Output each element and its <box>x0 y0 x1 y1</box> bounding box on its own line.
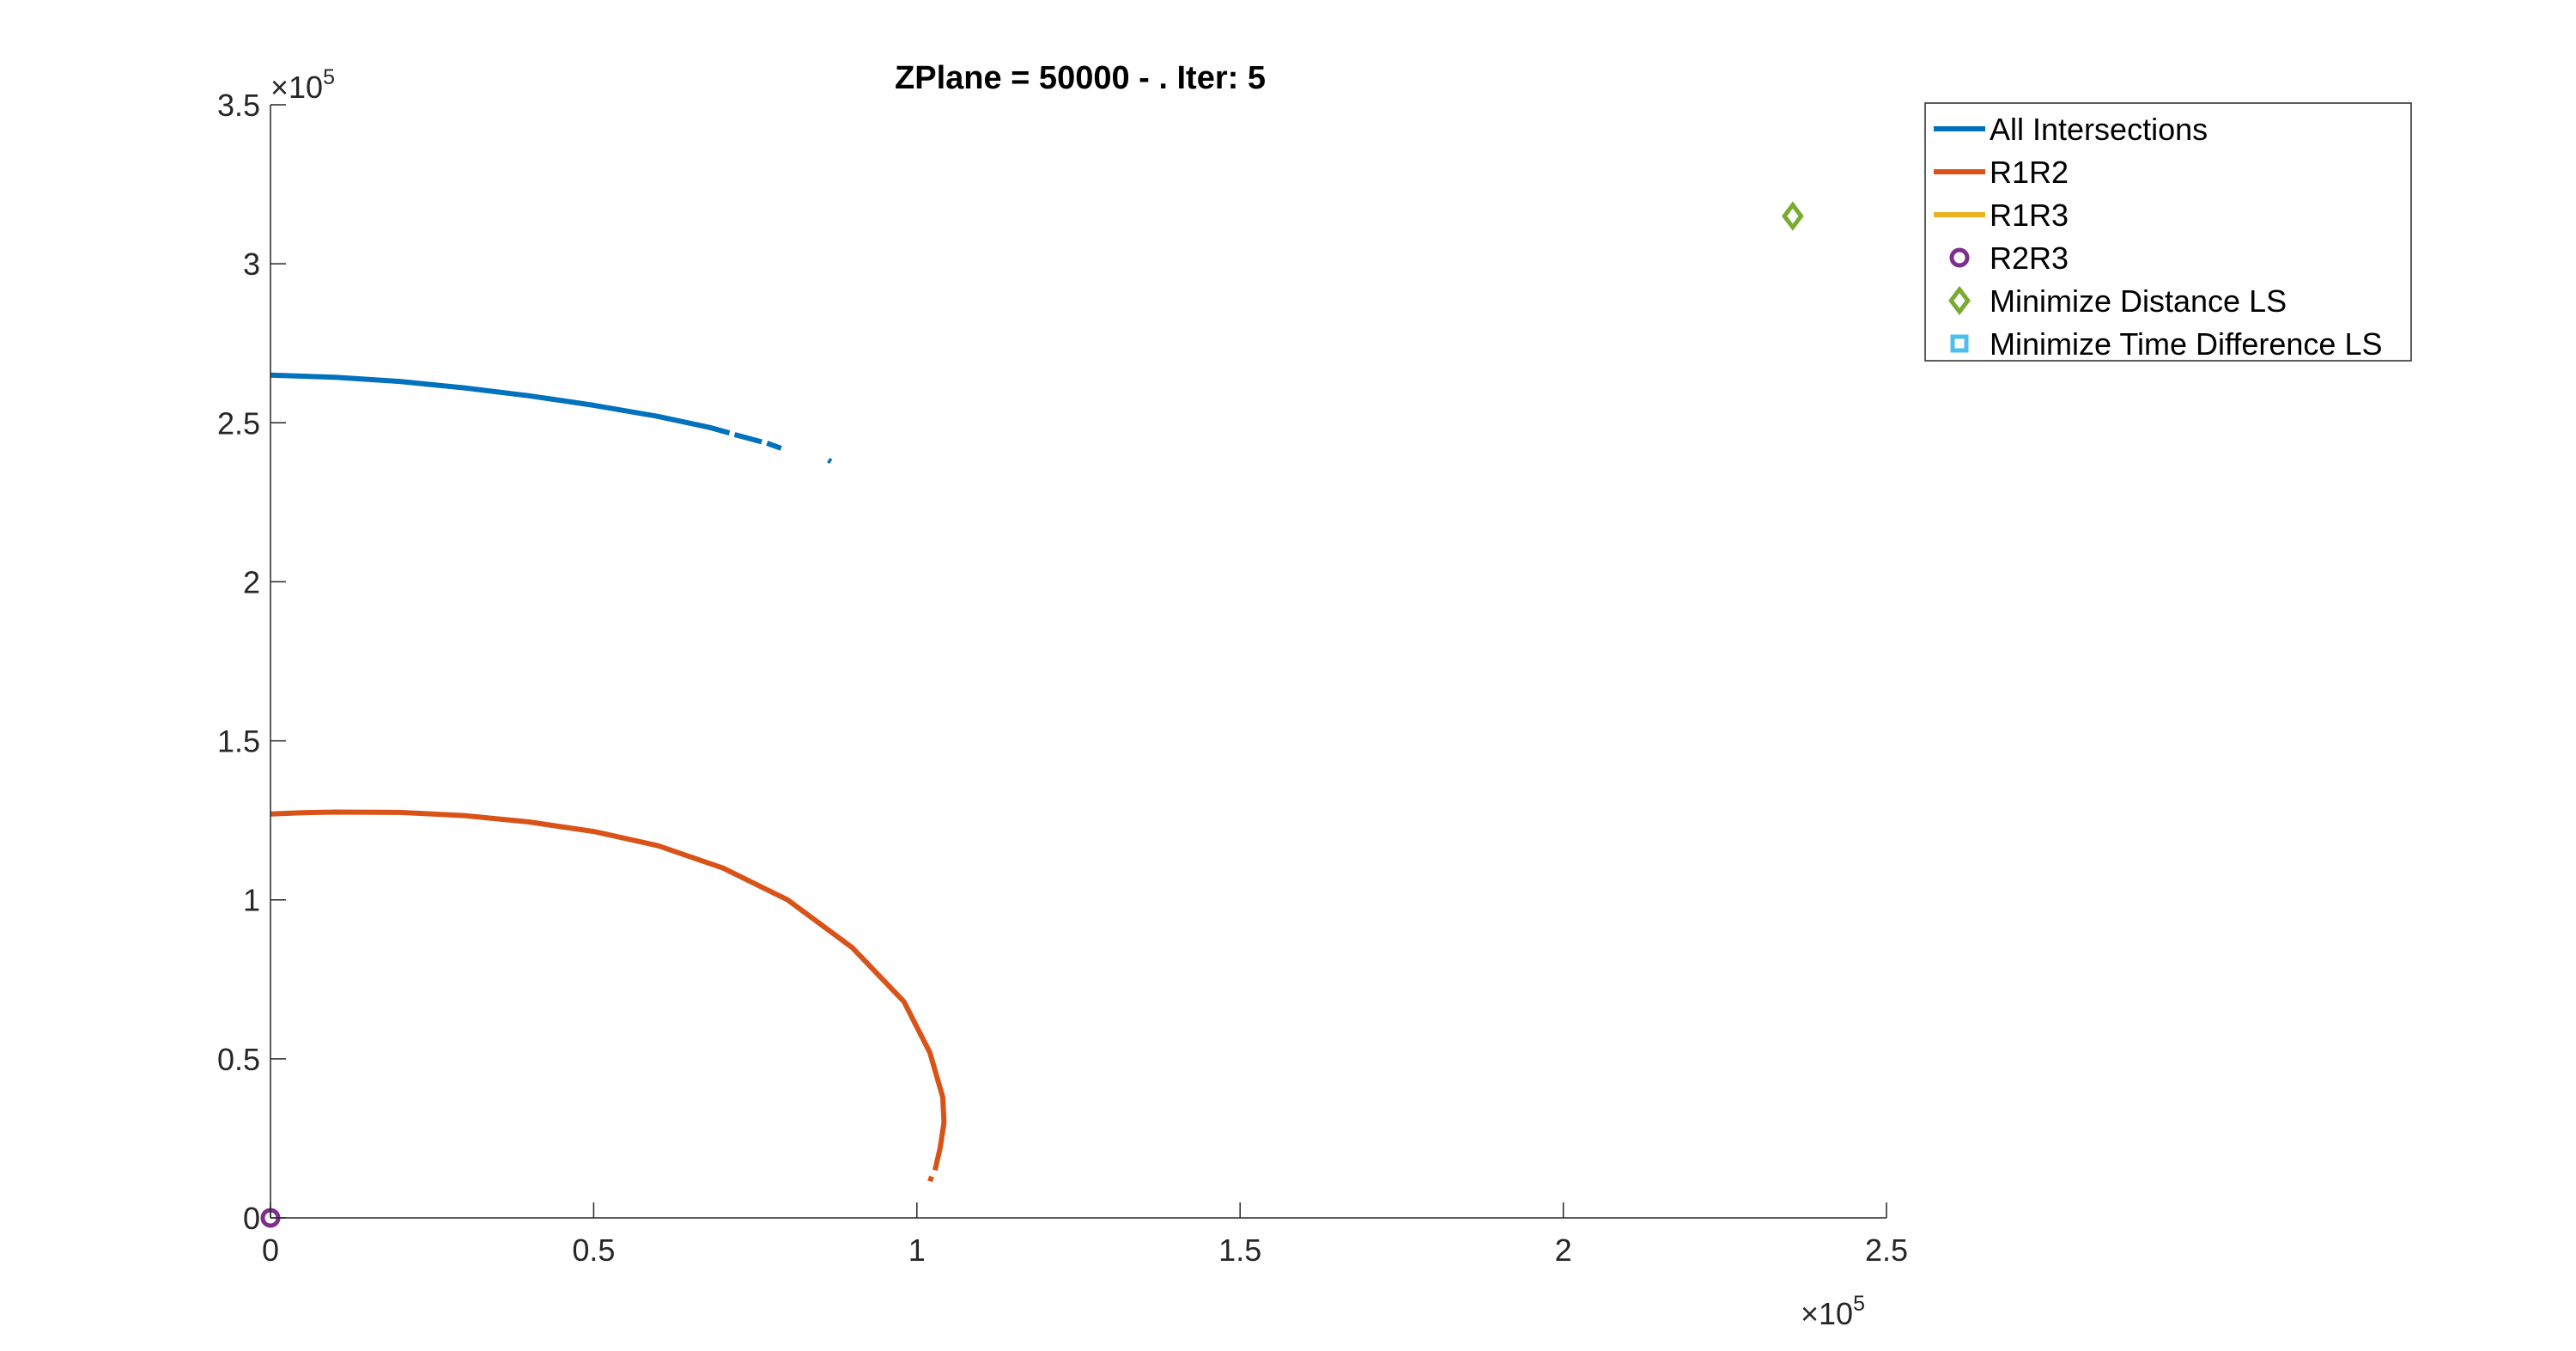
y-tick-label: 3.5 <box>217 88 260 123</box>
x-axis-exponent: ×105 <box>1801 1292 1865 1331</box>
y-tick-label: 2 <box>243 564 260 599</box>
legend-item: R1R2 <box>1934 155 2069 190</box>
legend-item: Minimize Distance LS <box>1948 283 2287 319</box>
legend-label: Minimize Time Difference LS <box>1990 326 2383 362</box>
series-line-segment <box>733 432 762 445</box>
legend-label: R1R3 <box>1990 198 2069 233</box>
legend: All Intersections R1R2 R1R3 R2R3 Minimize Di… <box>1924 102 2412 362</box>
legend-label: R2R3 <box>1990 240 2069 276</box>
chart-title: ZPlane = 50000 - . Iter: 5 <box>895 60 1266 96</box>
series-line-segment <box>270 809 947 1171</box>
legend-label: All Intersections <box>1990 112 2208 147</box>
x-tick-label: 2 <box>1555 1232 1572 1268</box>
series-layer <box>260 201 1804 1228</box>
axes-layer: 0 0.5 1 1.5 2 2.5 0 0.5 1 1.5 2 2.5 3 3.5 ×105 ×105 <box>217 65 1908 1331</box>
legend-marker-swatch <box>1948 285 1971 316</box>
series-line-segment <box>766 441 782 451</box>
x-tick-label: 1.5 <box>1218 1232 1261 1268</box>
legend-marker-swatch <box>1949 247 1970 268</box>
legend-label: Minimize Distance LS <box>1990 283 2287 319</box>
series-line-segment <box>270 372 731 435</box>
data-point-diamond <box>1781 201 1804 231</box>
series-line-segment <box>827 458 833 465</box>
y-tick-label: 0 <box>243 1201 260 1236</box>
legend-label: R1R2 <box>1990 155 2069 190</box>
legend-item: R2R3 <box>1949 240 2069 276</box>
y-tick-label: 2.5 <box>217 405 260 441</box>
x-tick-label: 2.5 <box>1865 1232 1908 1268</box>
y-tick-label: 1 <box>243 883 260 918</box>
series-minimize-distance-ls <box>1781 201 1804 231</box>
x-tick-label: 0.5 <box>572 1232 615 1268</box>
series-line-segment <box>927 1175 934 1183</box>
legend-box <box>1924 102 2412 362</box>
y-axis-exponent: ×105 <box>270 65 335 105</box>
x-tick-label: 0 <box>262 1232 279 1268</box>
series-all-intersections <box>270 372 833 465</box>
legend-item: All Intersections <box>1934 112 2208 147</box>
series-r1r2 <box>270 809 947 1183</box>
y-tick-label: 0.5 <box>217 1042 260 1077</box>
legend-item: R1R3 <box>1934 198 2069 233</box>
legend-marker-swatch <box>1950 334 1969 353</box>
x-tick-label: 1 <box>908 1232 926 1268</box>
y-tick-label: 1.5 <box>217 724 260 759</box>
legend-item: Minimize Time Difference LS <box>1950 326 2383 362</box>
y-tick-label: 3 <box>243 246 260 282</box>
